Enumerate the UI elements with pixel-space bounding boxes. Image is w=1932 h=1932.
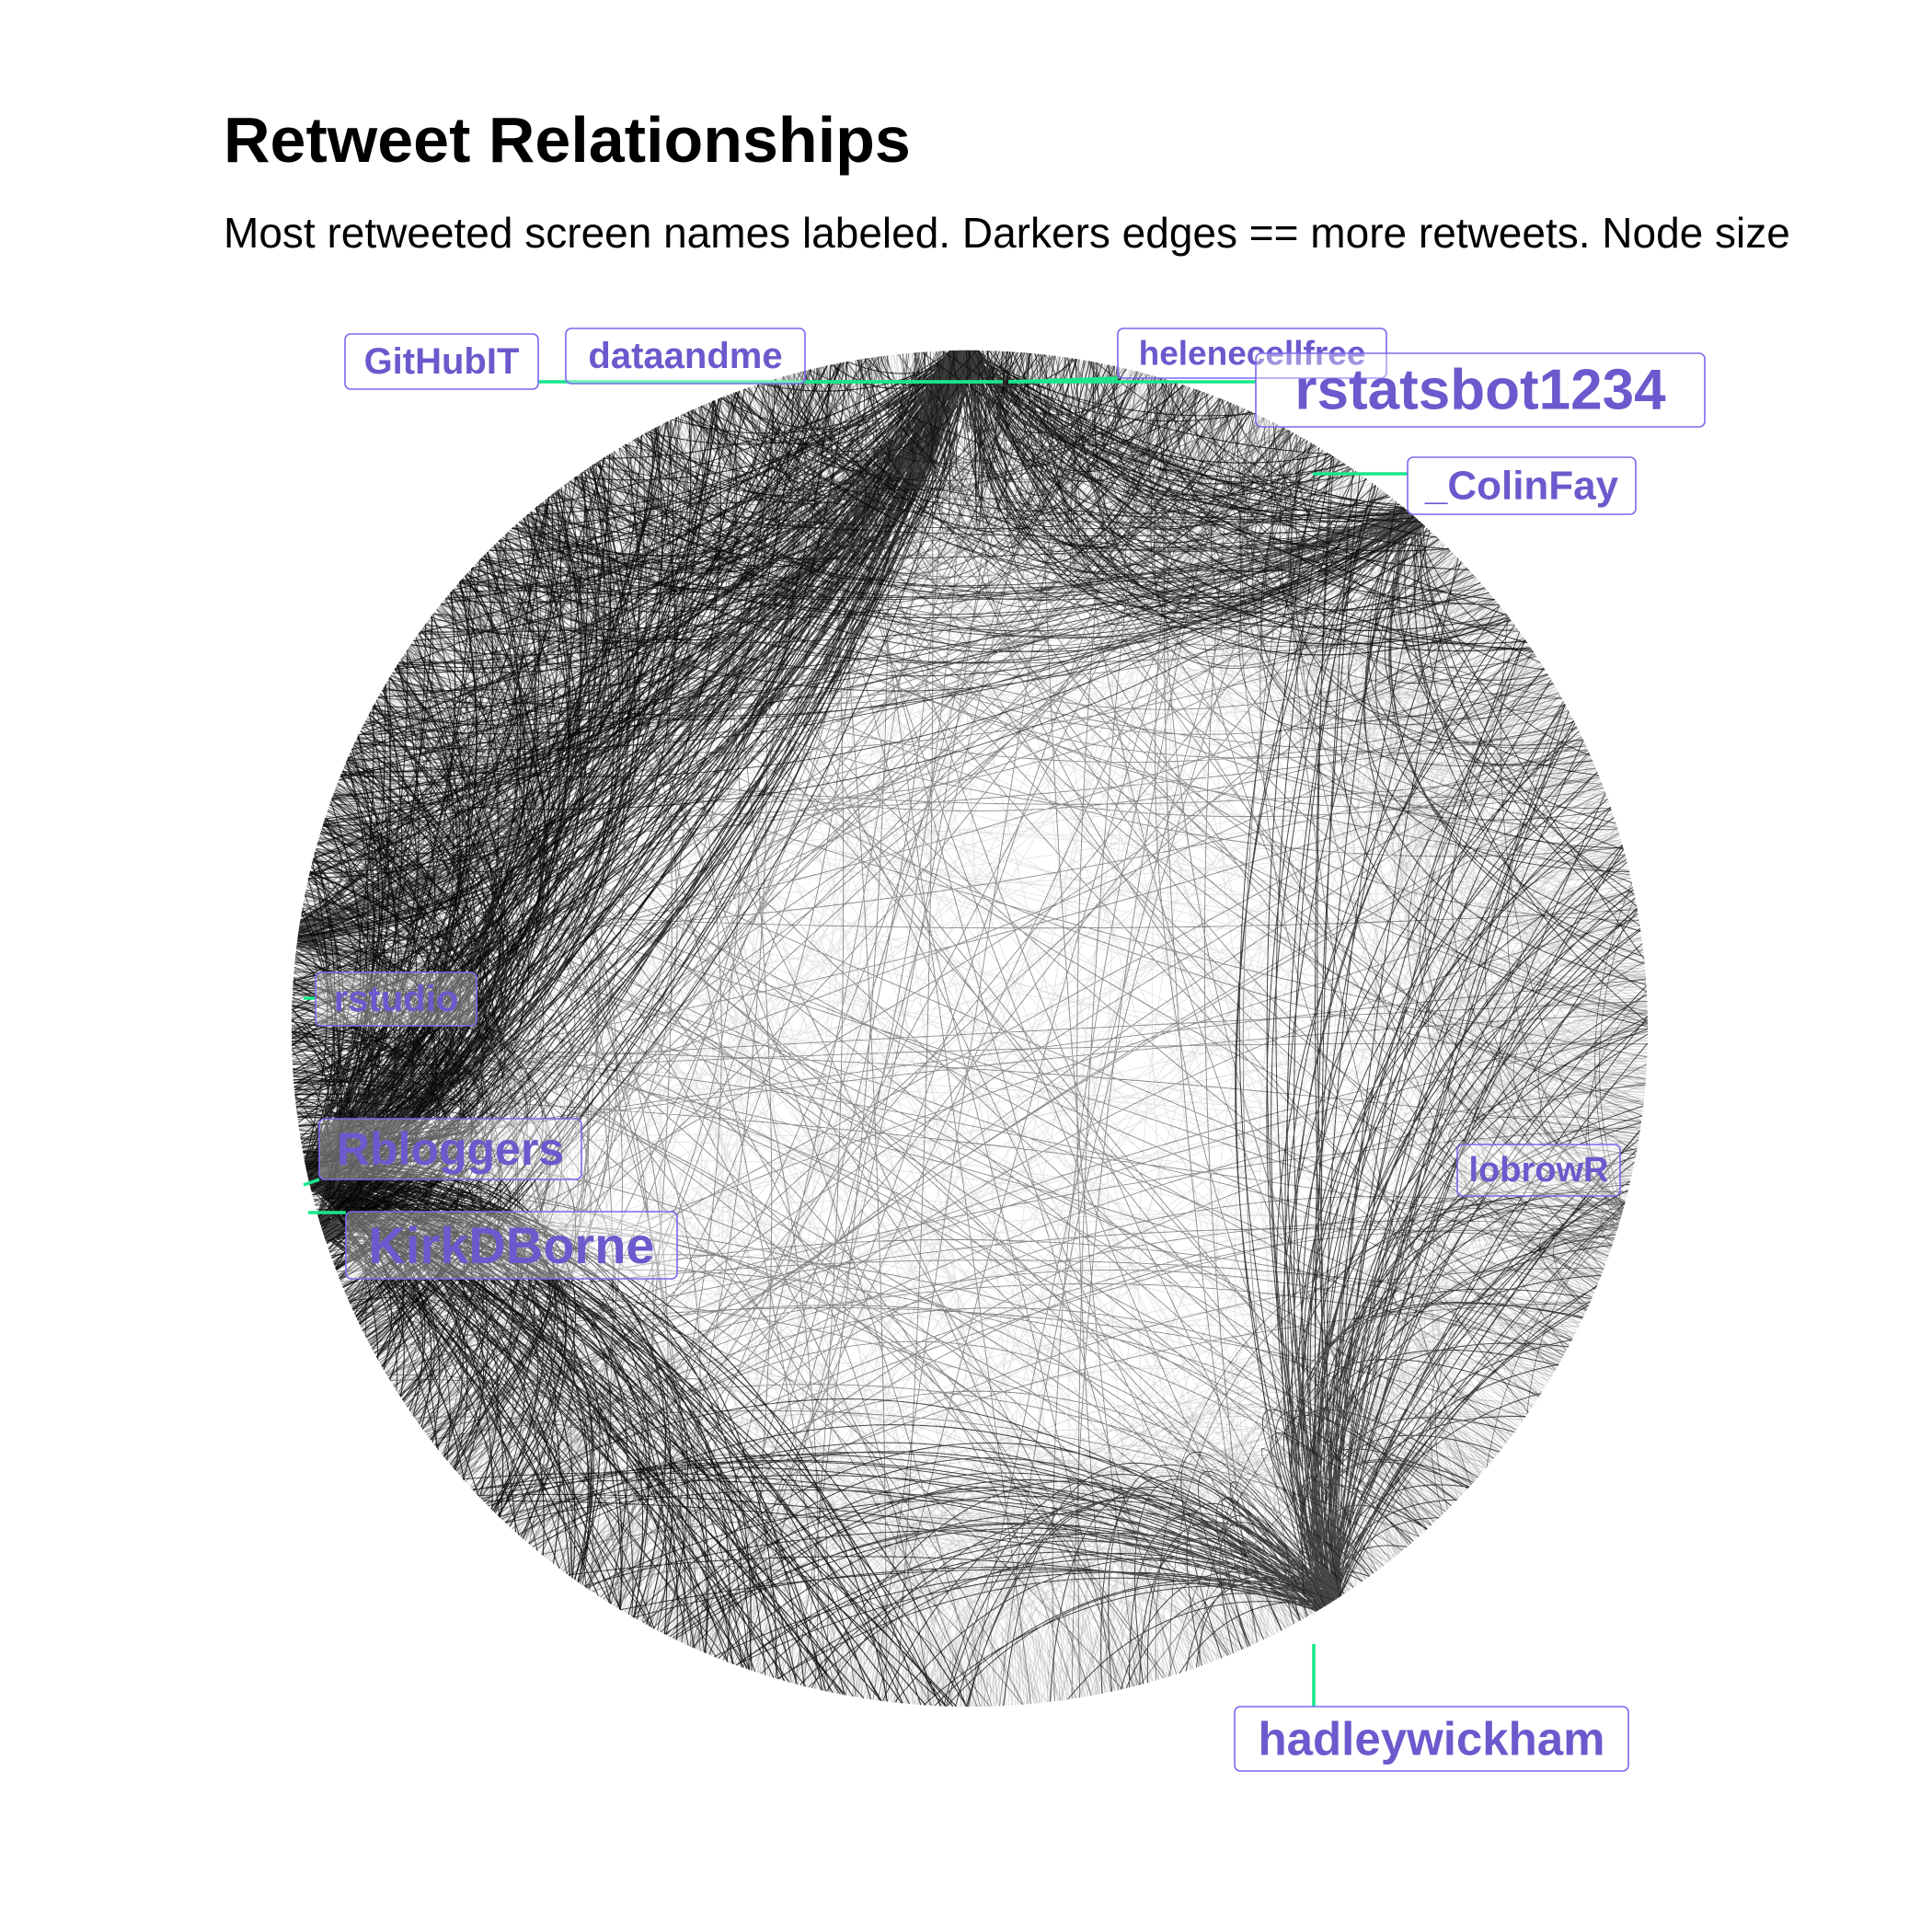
perimeter-dark-arcs: [291, 350, 1612, 1460]
label-text: GitHubIT: [364, 341, 520, 382]
label-leader-lines: [303, 376, 1408, 1707]
node-label-rstatsbot1234: rstatsbot1234: [1255, 352, 1706, 428]
node-labels: GitHubIT dataandme helenecellfreerstatsbot…: [315, 328, 1706, 1772]
node-label-lobrowr: lobrowR: [1456, 1144, 1621, 1197]
label-text: hadleywickham: [1259, 1713, 1605, 1765]
label-box: [1234, 1706, 1629, 1772]
label-box: [1407, 456, 1637, 515]
label-text: lobrowR: [1469, 1151, 1609, 1190]
node-label-rstudio: rstudio: [315, 972, 477, 1027]
scattered-dark-edges: [291, 350, 1649, 1708]
node-label-hadleywickham: hadleywickham: [1234, 1706, 1629, 1772]
leader-line-rbloggers: [303, 1178, 320, 1187]
chart-title: Retweet Relationships: [224, 104, 911, 176]
faint-long-arcs: [291, 350, 1649, 1708]
label-box: [1456, 1144, 1621, 1197]
hub-edges-3: [463, 447, 1649, 1708]
label-box: [344, 333, 539, 390]
label-box: [1255, 352, 1706, 428]
chart-subtitle: Most retweeted screen names labeled. Dar…: [224, 209, 1790, 257]
label-text: Rbloggers: [337, 1123, 564, 1175]
label-text: KirkDBorne: [368, 1216, 654, 1274]
node-label-kirkdborne: KirkDBorne: [345, 1211, 678, 1280]
label-text: dataandme: [588, 336, 782, 376]
hub-edges-0: [291, 350, 1534, 1367]
label-text: rstudio: [334, 979, 459, 1019]
label-box: [318, 1118, 582, 1180]
node-label-dataandme: dataandme: [565, 328, 806, 385]
node-label-colinfay: _ColinFay: [1407, 456, 1637, 515]
label-box: [565, 328, 806, 385]
label-text: rstatsbot1234: [1294, 359, 1666, 422]
label-box: [315, 972, 477, 1027]
node-label-helenecellfree: helenecellfree: [1117, 328, 1387, 379]
node-label-githubit: GitHubIT: [344, 333, 539, 390]
dark-edge-layer: [291, 350, 1649, 1708]
label-text: _ColinFay: [1424, 464, 1619, 509]
node-label-rbloggers: Rbloggers: [318, 1118, 582, 1180]
label-box: [345, 1211, 678, 1280]
hub-edges-6: [1139, 616, 1649, 1685]
